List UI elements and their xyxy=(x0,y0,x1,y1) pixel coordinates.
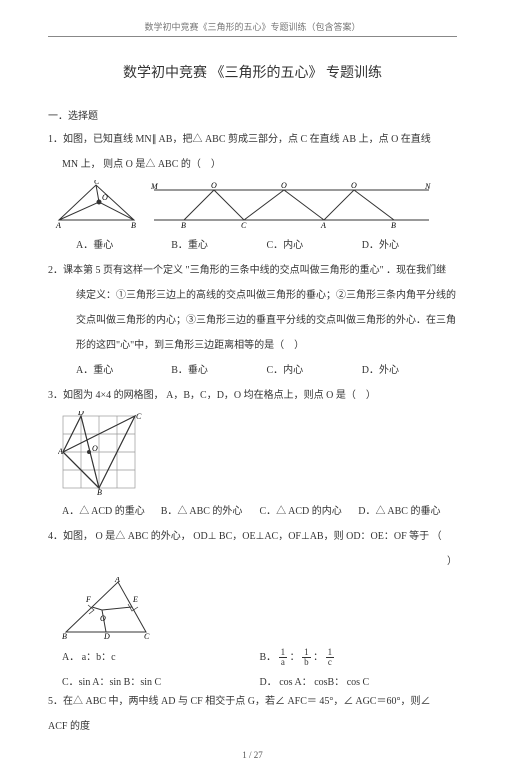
frac-1c: 1c xyxy=(326,648,335,667)
q2-opt-a: A．重心 xyxy=(76,361,171,376)
q3-options: A．△ ACD 的重心 B．△ ABC 的外心 C．△ ACD 的内心 D．△ … xyxy=(62,502,457,517)
svg-text:C: C xyxy=(136,412,142,421)
svg-text:A: A xyxy=(58,447,63,456)
q1-opt-c: C．内心 xyxy=(267,236,362,251)
svg-text:A: A xyxy=(55,221,61,230)
svg-text:F: F xyxy=(85,595,91,604)
q2-opt-d: D．外心 xyxy=(362,361,457,376)
svg-text:O: O xyxy=(102,193,108,202)
q1-opt-d: D．外心 xyxy=(362,236,457,251)
svg-text:D: D xyxy=(77,411,84,417)
header-rule xyxy=(48,36,457,37)
q1-figure-left: A B C O xyxy=(54,180,139,230)
svg-text:D: D xyxy=(103,632,110,641)
doc-title: 数学初中竞赛 《三角形的五心》 专题训练 xyxy=(48,62,457,82)
q2-opt-b: B．垂心 xyxy=(171,361,266,376)
q5-line2: ACF 的度 xyxy=(48,717,457,736)
q4-opt-c: C．sin A：sin B：sin C xyxy=(62,673,260,688)
q1-options: A．垂心 B．重心 C．内心 D．外心 xyxy=(76,236,457,251)
q3-opt-b: B．△ ABC 的外心 xyxy=(161,502,260,517)
q3-opt-d: D．△ ABC 的垂心 xyxy=(358,502,457,517)
q3-opt-a: A．△ ACD 的重心 xyxy=(62,502,161,517)
sep2: ： xyxy=(313,652,323,663)
q3-opt-c: C．△ ACD 的内心 xyxy=(260,502,359,517)
svg-text:C: C xyxy=(241,221,247,230)
svg-text:A: A xyxy=(114,577,120,584)
q1-figure-right: M O O O N B C A B xyxy=(149,180,434,230)
q2-options: A．重心 B．垂心 C．内心 D．外心 xyxy=(76,361,457,376)
running-header: 数学初中竞赛《三角形的五心》专题训练（包含答案） xyxy=(48,20,457,33)
q4-line1: 4．如图， O 是△ ABC 的外心， OD⊥ BC，OE⊥AC，OF⊥AB，则… xyxy=(48,527,457,546)
sep1: ： xyxy=(290,652,300,663)
svg-text:N: N xyxy=(424,182,431,191)
q4-options-cd: C．sin A：sin B：sin C D． cos A： cosB： cos … xyxy=(62,673,457,688)
q2-line3: 交点叫做三角形的内心；③三角形三边的垂直平分线的交点叫做三角形的外心．在三角 xyxy=(48,311,457,330)
frac-1a: 1a xyxy=(279,648,288,667)
q2-line2: 续定义：①三角形三边上的高线的交点叫做三角形的垂心；②三角形三条内角平分线的 xyxy=(48,286,457,305)
q1-opt-a: A．垂心 xyxy=(76,236,171,251)
svg-text:A: A xyxy=(320,221,326,230)
svg-text:O: O xyxy=(351,181,357,190)
page: 数学初中竞赛《三角形的五心》专题训练（包含答案） 数学初中竞赛 《三角形的五心》… xyxy=(0,0,505,770)
svg-text:O: O xyxy=(100,614,106,623)
q4-opt-a: A． a：b：c xyxy=(62,648,260,667)
q4-options-ab: A． a：b：c B． 1a ： 1b ： 1c xyxy=(62,648,457,667)
q3-text: 3．如图为 4×4 的网格图， A，B，C，D，O 均在格点上，则点 O 是（ … xyxy=(48,386,457,405)
q4-opt-b-prefix: B． xyxy=(260,652,277,663)
q2-opt-c: C．内心 xyxy=(267,361,362,376)
svg-text:C: C xyxy=(144,632,150,641)
q1-opt-b: B．重心 xyxy=(171,236,266,251)
q1-line1: 1．如图，已知直线 MN∥ AB，把△ ABC 剪成三部分，点 C 在直线 AB… xyxy=(48,130,457,149)
q4-line2: ） xyxy=(48,552,457,571)
q1-figures: A B C O M O O O N B C A B xyxy=(54,180,457,230)
svg-text:C: C xyxy=(94,180,100,186)
svg-text:B: B xyxy=(62,632,67,641)
page-footer: 1 / 27 xyxy=(48,750,457,760)
svg-text:O: O xyxy=(92,444,98,453)
q3-figure: A D B C O xyxy=(58,411,457,496)
q1-line2: MN 上， 则点 O 是△ ABC 的（ ） xyxy=(48,155,457,174)
q2-line4: 形的这四"心"中，到三角形三边距离相等的是（ ） xyxy=(48,336,457,355)
svg-text:E: E xyxy=(132,595,138,604)
q4-opt-d: D． cos A： cosB： cos C xyxy=(260,673,458,688)
svg-text:B: B xyxy=(97,488,102,496)
svg-text:B: B xyxy=(391,221,396,230)
svg-text:O: O xyxy=(211,181,217,190)
svg-text:M: M xyxy=(150,182,159,191)
svg-text:B: B xyxy=(131,221,136,230)
q4-opt-b: B． 1a ： 1b ： 1c xyxy=(260,648,458,667)
q2-line1: 2．课本第 5 页有这样一个定义 "三角形的三条中线的交点叫做三角形的重心" ．… xyxy=(48,261,457,280)
svg-text:O: O xyxy=(281,181,287,190)
q5-line1: 5．在△ ABC 中，两中线 AD 与 CF 相交于点 G，若∠ AFC＝ 45… xyxy=(48,692,457,711)
q4-figure: A B C F E O D xyxy=(58,577,457,642)
section-heading: 一．选择题 xyxy=(48,107,457,122)
svg-text:B: B xyxy=(181,221,186,230)
frac-1b: 1b xyxy=(302,648,311,667)
